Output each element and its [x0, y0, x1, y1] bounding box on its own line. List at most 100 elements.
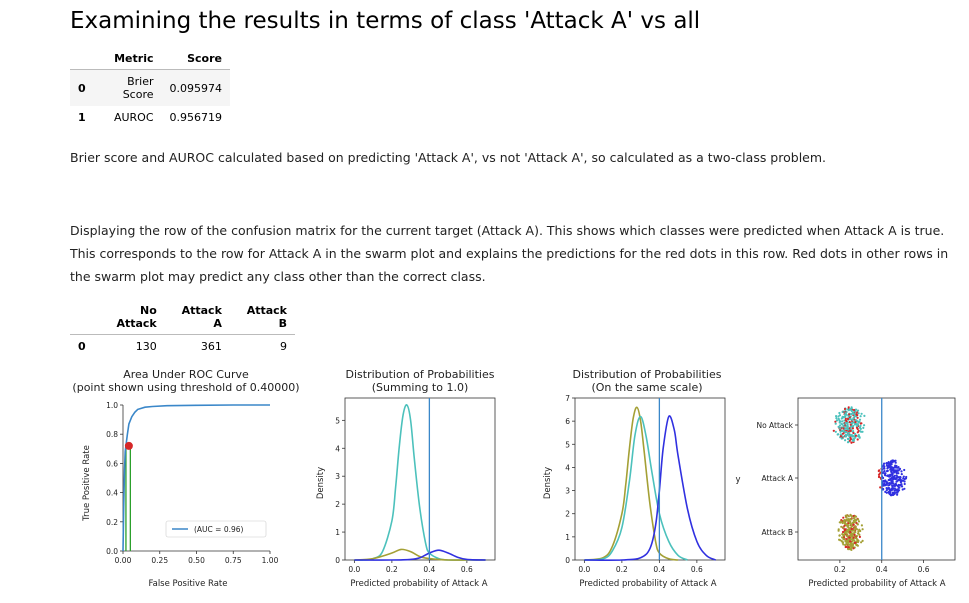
- swarm-point: [891, 488, 894, 491]
- density-curve: [584, 406, 679, 561]
- swarm-point: [854, 515, 857, 518]
- swarm-point: [885, 481, 889, 484]
- swarm-point: [851, 427, 854, 430]
- swarm-point: [848, 439, 851, 442]
- swarm-point: [843, 416, 846, 419]
- swarm-point: [847, 548, 850, 551]
- swarm-point: [887, 474, 890, 477]
- swarm-point: [858, 418, 862, 421]
- swarm-point: [837, 417, 840, 420]
- swarm-point: [841, 521, 844, 525]
- swarm-point: [861, 528, 864, 531]
- swarm-point: [903, 468, 906, 472]
- swarm-point: [891, 491, 894, 494]
- y-tick-label: 0.6: [106, 459, 118, 468]
- swarm-point: [891, 473, 894, 476]
- metric-header: Metric: [114, 52, 154, 65]
- swarm-point: [832, 429, 835, 432]
- plot-frame: [797, 397, 956, 561]
- swarm-point: [850, 546, 853, 549]
- x-tick-label: 0.00: [115, 556, 132, 565]
- y-tick-label: 3: [335, 472, 340, 481]
- swarm-point: [885, 487, 888, 490]
- swarm-point: [862, 426, 865, 429]
- y-tick-label: 0.0: [106, 547, 118, 556]
- swarm-point: [884, 472, 887, 475]
- swarm-point: [837, 415, 840, 418]
- swarm-point: [850, 527, 853, 531]
- swarm-point: [883, 470, 886, 473]
- swarm-point: [835, 419, 839, 422]
- y-tick-label: 2: [565, 510, 570, 519]
- swarm-point: [844, 431, 847, 434]
- y-tick-label: 0: [565, 556, 570, 565]
- swarm-point: [859, 424, 862, 427]
- swarm-point: [853, 533, 856, 536]
- plot-frame: [574, 397, 726, 561]
- score-header: Score: [187, 52, 222, 65]
- swarm-point: [845, 532, 848, 535]
- swarm-point: [897, 472, 900, 475]
- swarm-point: [849, 542, 853, 545]
- x-tick-label: 0.6: [461, 565, 473, 574]
- swarm-point: [903, 482, 906, 486]
- score-cell: 0.956719: [169, 111, 223, 124]
- swarm-point: [901, 485, 904, 488]
- swarm-point: [846, 417, 850, 421]
- x-tick-label: 0.4: [876, 565, 888, 574]
- swarm-point: [887, 484, 890, 487]
- swarm-point: [843, 522, 847, 525]
- swarm-point: [882, 476, 885, 480]
- table-row: 0 Brier Score 0.095974: [70, 69, 230, 106]
- swarm-point: [892, 482, 895, 485]
- x-tick-label: 0.0: [578, 565, 590, 574]
- swarm-point: [892, 467, 895, 470]
- swarm-point: [844, 545, 847, 549]
- y-tick-label: 1: [335, 528, 340, 537]
- roc-chart: Area Under ROC Curve (point shown using …: [72, 368, 299, 589]
- swarm-point: [844, 530, 847, 533]
- x-tick-label: 0.25: [151, 556, 168, 565]
- x-tick-label: 0.50: [188, 556, 205, 565]
- swarm-point: [857, 520, 861, 523]
- y-axis-label: y: [735, 475, 740, 485]
- y-tick-label: 1.0: [106, 401, 118, 410]
- swarm-point: [855, 543, 858, 547]
- y-tick-label: Attack A: [762, 474, 794, 483]
- swarm-point: [890, 469, 893, 472]
- y-tick-label: 7: [565, 394, 570, 403]
- swarm-point: [860, 412, 863, 415]
- swarm-point: [839, 539, 842, 542]
- swarm-point: [838, 424, 842, 427]
- swarm-point: [898, 486, 901, 489]
- x-tick-label: 0.6: [691, 565, 703, 574]
- swarm-point: [837, 529, 840, 532]
- swarm-point: [838, 414, 842, 417]
- swarm-point: [893, 476, 896, 479]
- swarm-point: [857, 532, 860, 535]
- y-tick-label: Attack B: [762, 528, 793, 537]
- metrics-note: Brier score and AUROC calculated based o…: [70, 150, 827, 165]
- swarm-point: [889, 474, 892, 477]
- swarm-point: [860, 422, 863, 425]
- swarm-point: [851, 532, 854, 535]
- swarm-point: [856, 431, 859, 434]
- swarm-point: [857, 412, 860, 415]
- metric-cell: Brier Score: [122, 75, 154, 101]
- swarm-point: [903, 487, 906, 490]
- swarm-point: [852, 431, 855, 435]
- swarm-point: [854, 519, 857, 522]
- swarm-point: [853, 517, 856, 520]
- distribution-sum-chart: Distribution of Probabilities (Summing t…: [316, 368, 496, 589]
- chart-title: Distribution of Probabilities: [346, 368, 495, 381]
- swarm-point: [848, 543, 851, 546]
- swarm-point: [857, 530, 860, 533]
- swarm-point: [898, 478, 901, 481]
- swarm-point: [845, 539, 849, 542]
- y-tick-label: 0.2: [106, 518, 118, 527]
- density-curve: [354, 548, 486, 561]
- swarm-point: [896, 493, 899, 496]
- swarm-point: [888, 462, 891, 465]
- swarm-point: [890, 480, 893, 483]
- swarm-point: [856, 523, 859, 526]
